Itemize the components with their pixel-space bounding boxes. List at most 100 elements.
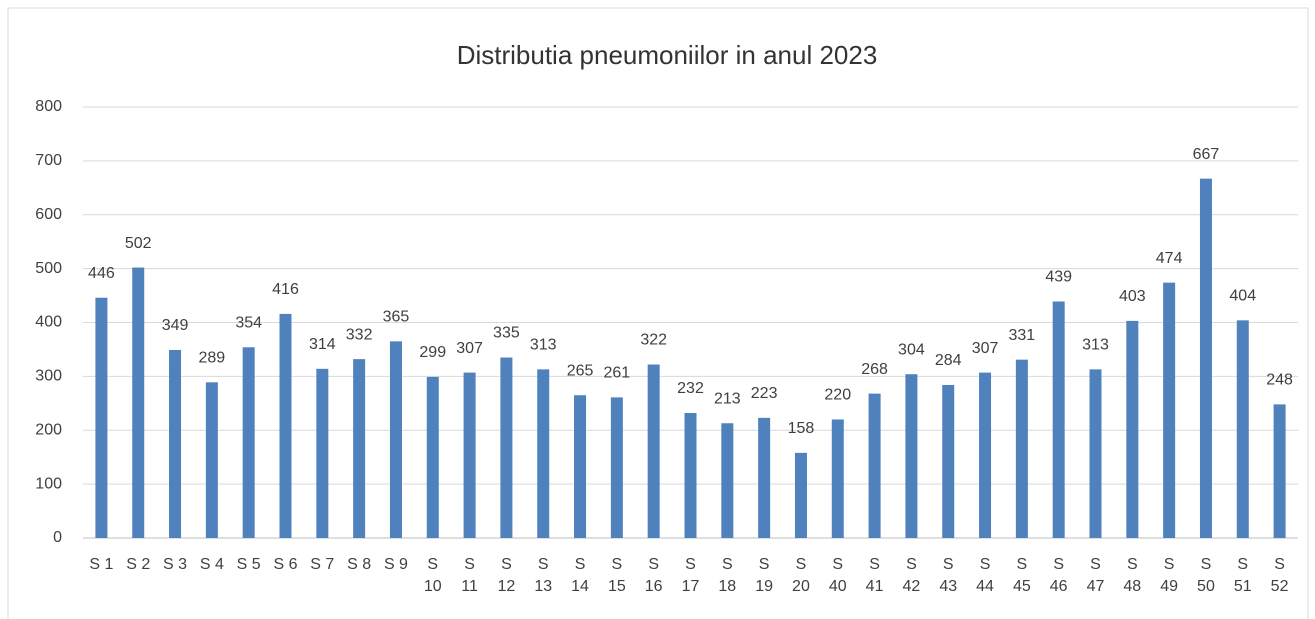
data-label: 223: [751, 385, 778, 402]
bar: [279, 313, 292, 538]
x-tick-label: S 51: [1233, 556, 1252, 595]
data-label: 404: [1229, 288, 1256, 305]
bar: [242, 347, 255, 538]
data-label: 299: [419, 344, 446, 361]
data-label: 232: [677, 380, 704, 397]
bar: [537, 369, 550, 538]
x-tick-label: S 47: [1086, 556, 1105, 595]
x-tick-label: S 8: [347, 556, 372, 573]
x-tick-label: S 15: [607, 556, 626, 595]
x-tick-label: S 48: [1123, 556, 1142, 595]
data-label: 439: [1045, 269, 1072, 286]
x-tick-label: S 7: [310, 556, 335, 573]
bar: [610, 397, 623, 538]
data-label: 314: [309, 336, 336, 353]
data-label: 261: [604, 365, 631, 382]
bar: [205, 382, 218, 538]
x-tick-label: S 46: [1049, 556, 1068, 595]
bar: [684, 413, 697, 538]
bar: [1199, 178, 1212, 538]
bar: [1089, 369, 1102, 538]
data-label: 403: [1119, 288, 1146, 305]
data-label: 307: [456, 340, 483, 357]
data-label: 354: [235, 315, 262, 332]
x-tick-label: S 9: [383, 556, 408, 573]
bar: [942, 384, 955, 538]
y-tick-label: 500: [35, 260, 62, 277]
data-label: 349: [162, 317, 189, 334]
data-label: 158: [788, 420, 815, 437]
x-tick-label: S 11: [461, 556, 478, 595]
bar: [1163, 282, 1176, 538]
x-tick-label: S 42: [902, 556, 921, 595]
y-tick-label: 600: [35, 206, 62, 223]
bar: [979, 372, 992, 538]
bar: [389, 341, 402, 538]
data-label: 446: [88, 265, 115, 282]
bar: [1273, 404, 1286, 538]
data-label: 365: [383, 309, 410, 326]
x-tick-label: S 44: [976, 556, 994, 595]
bar: [831, 419, 844, 538]
bar: [1126, 320, 1139, 538]
x-tick-label: S 18: [718, 556, 737, 595]
x-tick-label: S 50: [1197, 556, 1215, 595]
bar: [426, 376, 439, 538]
x-tick-label: S 52: [1270, 556, 1289, 595]
bar: [316, 368, 329, 538]
bar: [463, 372, 476, 538]
bar: [132, 267, 145, 538]
bar: [95, 297, 108, 538]
bar: [758, 417, 771, 538]
x-tick-label: S 3: [163, 556, 188, 573]
data-label: 667: [1193, 146, 1220, 163]
y-tick-label: 400: [35, 314, 62, 331]
data-label: 474: [1156, 250, 1183, 267]
x-tick-label: S 45: [1012, 556, 1031, 595]
data-label: 265: [567, 362, 594, 379]
bar: [1236, 320, 1249, 538]
data-label: 502: [125, 235, 152, 252]
y-tick-label: 800: [35, 98, 62, 115]
data-label: 322: [640, 332, 667, 349]
x-tick-label: S 5: [236, 556, 261, 573]
x-tick-label: S 41: [865, 556, 884, 595]
x-tick-label: S 2: [126, 556, 151, 573]
bar: [1015, 359, 1028, 538]
y-tick-label: 300: [35, 368, 62, 385]
x-tick-label: S 49: [1160, 556, 1179, 595]
x-tick-label: S 20: [792, 556, 810, 595]
data-label: 313: [1082, 337, 1109, 354]
y-tick-label: 700: [35, 152, 62, 169]
x-tick-label: S 16: [644, 556, 663, 595]
bar: [868, 393, 881, 538]
data-label: 304: [898, 341, 925, 358]
data-label: 284: [935, 352, 962, 369]
x-tick-label: S 13: [534, 556, 553, 595]
data-label: 248: [1266, 372, 1293, 389]
x-tick-label: S 4: [199, 556, 224, 573]
data-label: 416: [272, 281, 299, 298]
x-tick-label: S 19: [755, 556, 774, 595]
data-label: 220: [824, 387, 851, 404]
x-tick-label: S 43: [939, 556, 958, 595]
x-tick-label: S 17: [681, 556, 700, 595]
x-tick-label: S 40: [828, 556, 847, 595]
bar: [1052, 301, 1065, 538]
chart-title: Distributia pneumoniilor in anul 2023: [457, 40, 878, 70]
bar: [574, 395, 587, 538]
y-tick-label: 0: [53, 529, 62, 546]
data-label: 331: [1009, 327, 1036, 344]
data-label: 268: [861, 361, 888, 378]
bar: [905, 374, 918, 538]
data-label: 307: [972, 340, 999, 357]
data-label: 332: [346, 326, 373, 343]
bar: [721, 423, 734, 538]
data-label: 335: [493, 325, 520, 342]
x-tick-label: S 6: [273, 556, 298, 573]
x-tick-label: S 10: [423, 556, 442, 595]
bar: [169, 349, 182, 538]
bar: [353, 359, 366, 538]
